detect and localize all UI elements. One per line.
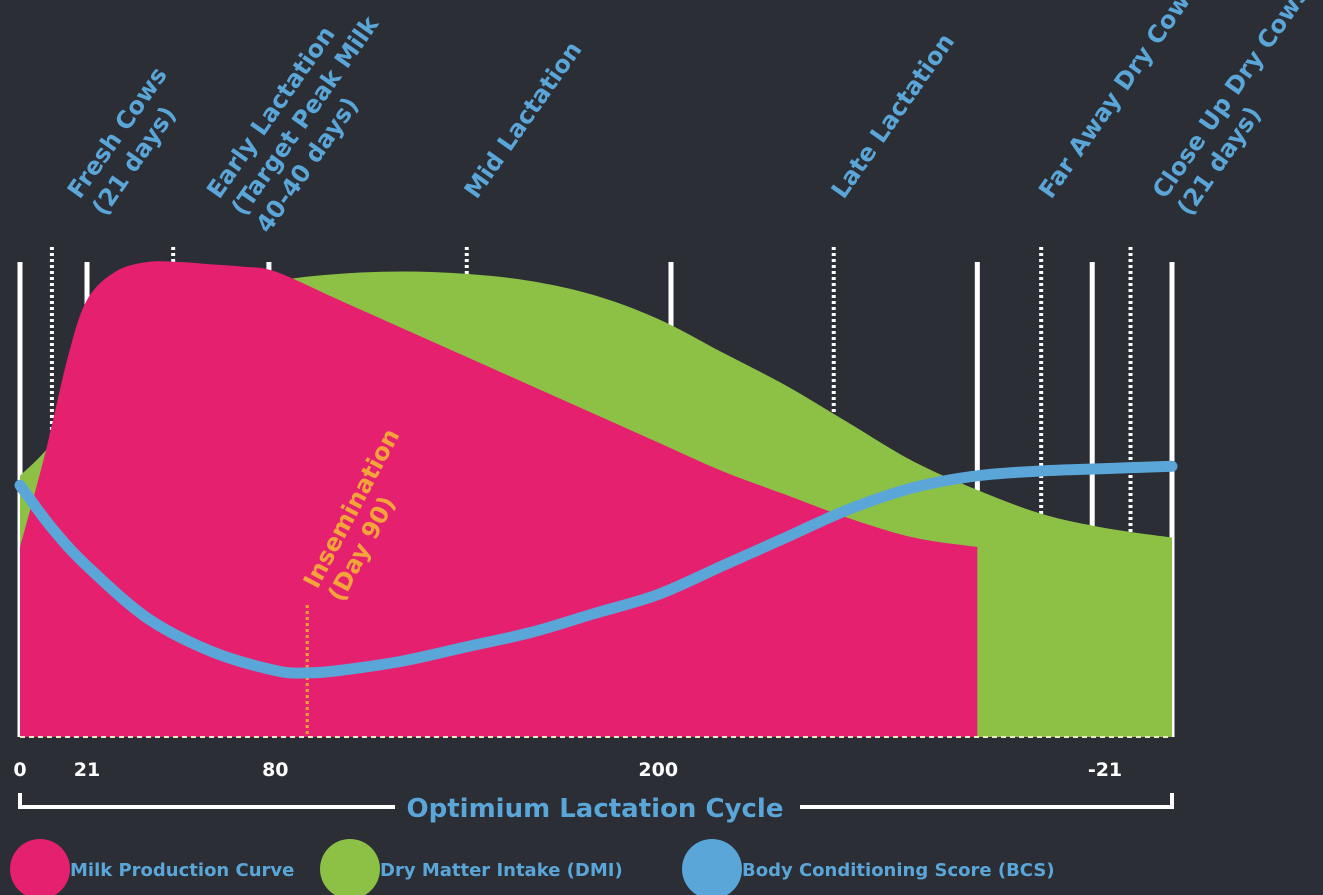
- legend-swatch-dry-matter-intake-dmi: [320, 839, 380, 895]
- x-tick-label: 0: [13, 759, 26, 781]
- x-tick-label: -21: [1088, 759, 1122, 781]
- cycle-label: Optimium Lactation Cycle: [407, 794, 784, 824]
- phase-label-mid-lactation: Mid Lactation: [459, 36, 588, 203]
- x-tick-labels: 0 21 80 200 -21: [13, 759, 1122, 781]
- phase-labels: Fresh Cows(21 days) Early Lactation(Targe…: [62, 0, 1315, 238]
- phase-label-line: Mid Lactation: [459, 36, 588, 203]
- series-areas: [20, 261, 1172, 737]
- phase-label-early-lactation: Early Lactation(Target Peak Milk40-40 da…: [201, 0, 409, 238]
- phase-label-fresh-cows: Fresh Cows(21 days): [62, 62, 197, 221]
- legend-label-body-conditioning-score-bcs: Body Conditioning Score (BCS): [742, 860, 1055, 881]
- legend-label-milk-production-curve: Milk Production Curve: [70, 860, 294, 881]
- x-tick-label: 200: [638, 759, 678, 781]
- legend: Milk Production Curve Dry Matter Intake (…: [10, 839, 1055, 895]
- series-lines: [14, 460, 1178, 679]
- legend-label-dry-matter-intake-dmi: Dry Matter Intake (DMI): [380, 860, 623, 881]
- phase-label-late-lactation: Late Lactation: [826, 28, 960, 203]
- legend-swatch-body-conditioning-score-bcs: [682, 839, 742, 895]
- cycle-bracket: Optimium Lactation Cycle: [18, 793, 1174, 824]
- legend-swatch-milk-production-curve: [10, 839, 70, 895]
- x-tick-label: 21: [74, 759, 100, 781]
- cycle-bracket-right: [800, 793, 1174, 809]
- area-milk-production-curve: [20, 261, 978, 737]
- line-body-conditioning-score-bcs: [14, 460, 1178, 679]
- cycle-bracket-left: [18, 793, 395, 809]
- x-tick-label: 80: [262, 759, 288, 781]
- phase-label-line: Late Lactation: [826, 28, 960, 203]
